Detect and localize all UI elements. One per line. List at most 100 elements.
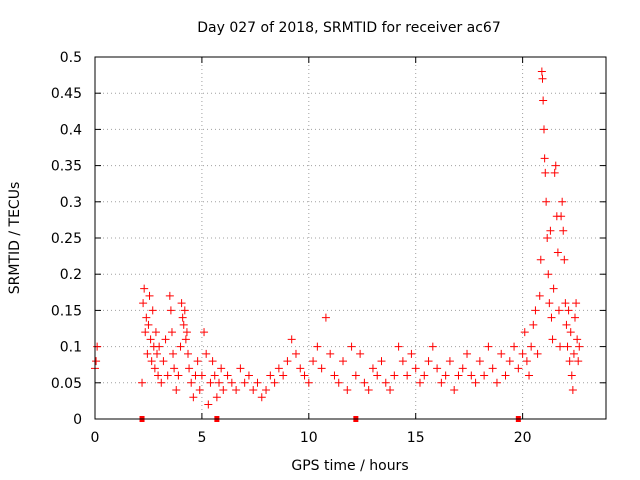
data-point xyxy=(543,234,552,242)
data-point xyxy=(157,378,166,387)
data-point xyxy=(471,378,480,387)
data-point xyxy=(569,349,578,358)
y-tick-label: 0.25 xyxy=(51,231,82,247)
data-point xyxy=(450,386,459,395)
y-tick-label: 0.1 xyxy=(60,340,82,356)
data-point xyxy=(381,378,390,387)
data-point xyxy=(330,371,339,380)
data-point xyxy=(356,349,365,358)
chart-title: Day 027 of 2018, SRMTID for receiver ac6… xyxy=(197,20,501,36)
y-axis-label: SRMTID / TECUs xyxy=(7,182,23,295)
data-point xyxy=(140,284,149,293)
data-point xyxy=(176,342,185,351)
data-point xyxy=(360,378,369,387)
data-point xyxy=(253,378,262,387)
data-point xyxy=(553,248,562,257)
data-point xyxy=(339,357,348,366)
data-point xyxy=(178,313,187,322)
data-point xyxy=(240,378,249,387)
data-point xyxy=(458,364,467,373)
data-point xyxy=(373,371,382,380)
data-point xyxy=(570,313,579,322)
data-point xyxy=(93,342,102,351)
data-point xyxy=(505,357,514,366)
data-point xyxy=(522,357,531,366)
data-point xyxy=(573,335,582,344)
data-point xyxy=(202,349,211,358)
data-point xyxy=(561,299,570,308)
data-point xyxy=(145,291,154,300)
data-point xyxy=(200,328,209,337)
x-tick-labels: 0 5 10 15 20 xyxy=(91,430,532,446)
data-point xyxy=(536,255,545,264)
data-point xyxy=(163,371,172,380)
data-point xyxy=(403,371,412,380)
data-point xyxy=(309,357,318,366)
data-point xyxy=(537,67,546,76)
data-point xyxy=(304,378,313,387)
data-point xyxy=(166,306,175,315)
y-tick-label: 0.3 xyxy=(60,195,82,211)
data-point xyxy=(565,357,574,366)
data-point xyxy=(540,154,549,163)
data-point xyxy=(428,342,437,351)
data-point xyxy=(390,371,399,380)
data-point xyxy=(169,349,178,358)
data-point xyxy=(542,197,551,206)
data-point xyxy=(386,386,395,395)
data-point xyxy=(150,364,159,373)
data-point xyxy=(92,357,101,366)
data-point xyxy=(187,378,196,387)
data-point xyxy=(161,335,170,344)
data-point xyxy=(185,364,194,373)
data-point xyxy=(539,96,548,105)
data-point xyxy=(343,386,352,395)
data-point xyxy=(558,197,567,206)
data-point xyxy=(179,320,188,329)
data-point xyxy=(563,342,572,351)
data-point xyxy=(556,342,565,351)
data-point xyxy=(151,328,160,337)
data-point xyxy=(184,349,193,358)
data-point xyxy=(364,386,373,395)
data-point xyxy=(394,342,403,351)
data-point xyxy=(424,357,433,366)
y-tick-labels: 0 0.05 0.1 0.15 0.2 0.25 0.3 0.35 0.4 0.45 0.5 xyxy=(51,50,82,428)
x-tick-label: 5 xyxy=(197,430,206,446)
data-point xyxy=(497,349,506,358)
data-point xyxy=(377,357,386,366)
data-point xyxy=(437,378,446,387)
data-point xyxy=(197,371,206,380)
data-point xyxy=(347,342,356,351)
data-point xyxy=(155,342,164,351)
data-point xyxy=(204,400,213,409)
data-point xyxy=(212,393,221,402)
data-point xyxy=(165,291,174,300)
x-tick-label: 15 xyxy=(407,430,425,446)
data-point xyxy=(557,212,566,221)
data-points xyxy=(91,67,584,409)
data-point xyxy=(326,349,335,358)
data-point xyxy=(475,357,484,366)
x-axis-label: GPS time / hours xyxy=(291,458,408,474)
data-point xyxy=(223,371,232,380)
data-point xyxy=(529,320,538,329)
data-point xyxy=(153,349,162,358)
x-tick-label: 0 xyxy=(91,430,100,446)
data-point xyxy=(148,306,157,315)
y-tick-label: 0.45 xyxy=(51,86,82,102)
data-point xyxy=(575,342,584,351)
data-point xyxy=(215,378,224,387)
y-tick-label: 0.05 xyxy=(51,376,82,392)
data-point xyxy=(210,371,219,380)
data-point xyxy=(147,357,156,366)
data-point xyxy=(420,371,429,380)
data-point xyxy=(368,364,377,373)
data-point xyxy=(291,349,300,358)
y-tick-label: 0.15 xyxy=(51,303,82,319)
plot-frame xyxy=(94,56,607,420)
data-point xyxy=(566,328,575,337)
data-point xyxy=(193,357,202,366)
data-point xyxy=(189,393,198,402)
